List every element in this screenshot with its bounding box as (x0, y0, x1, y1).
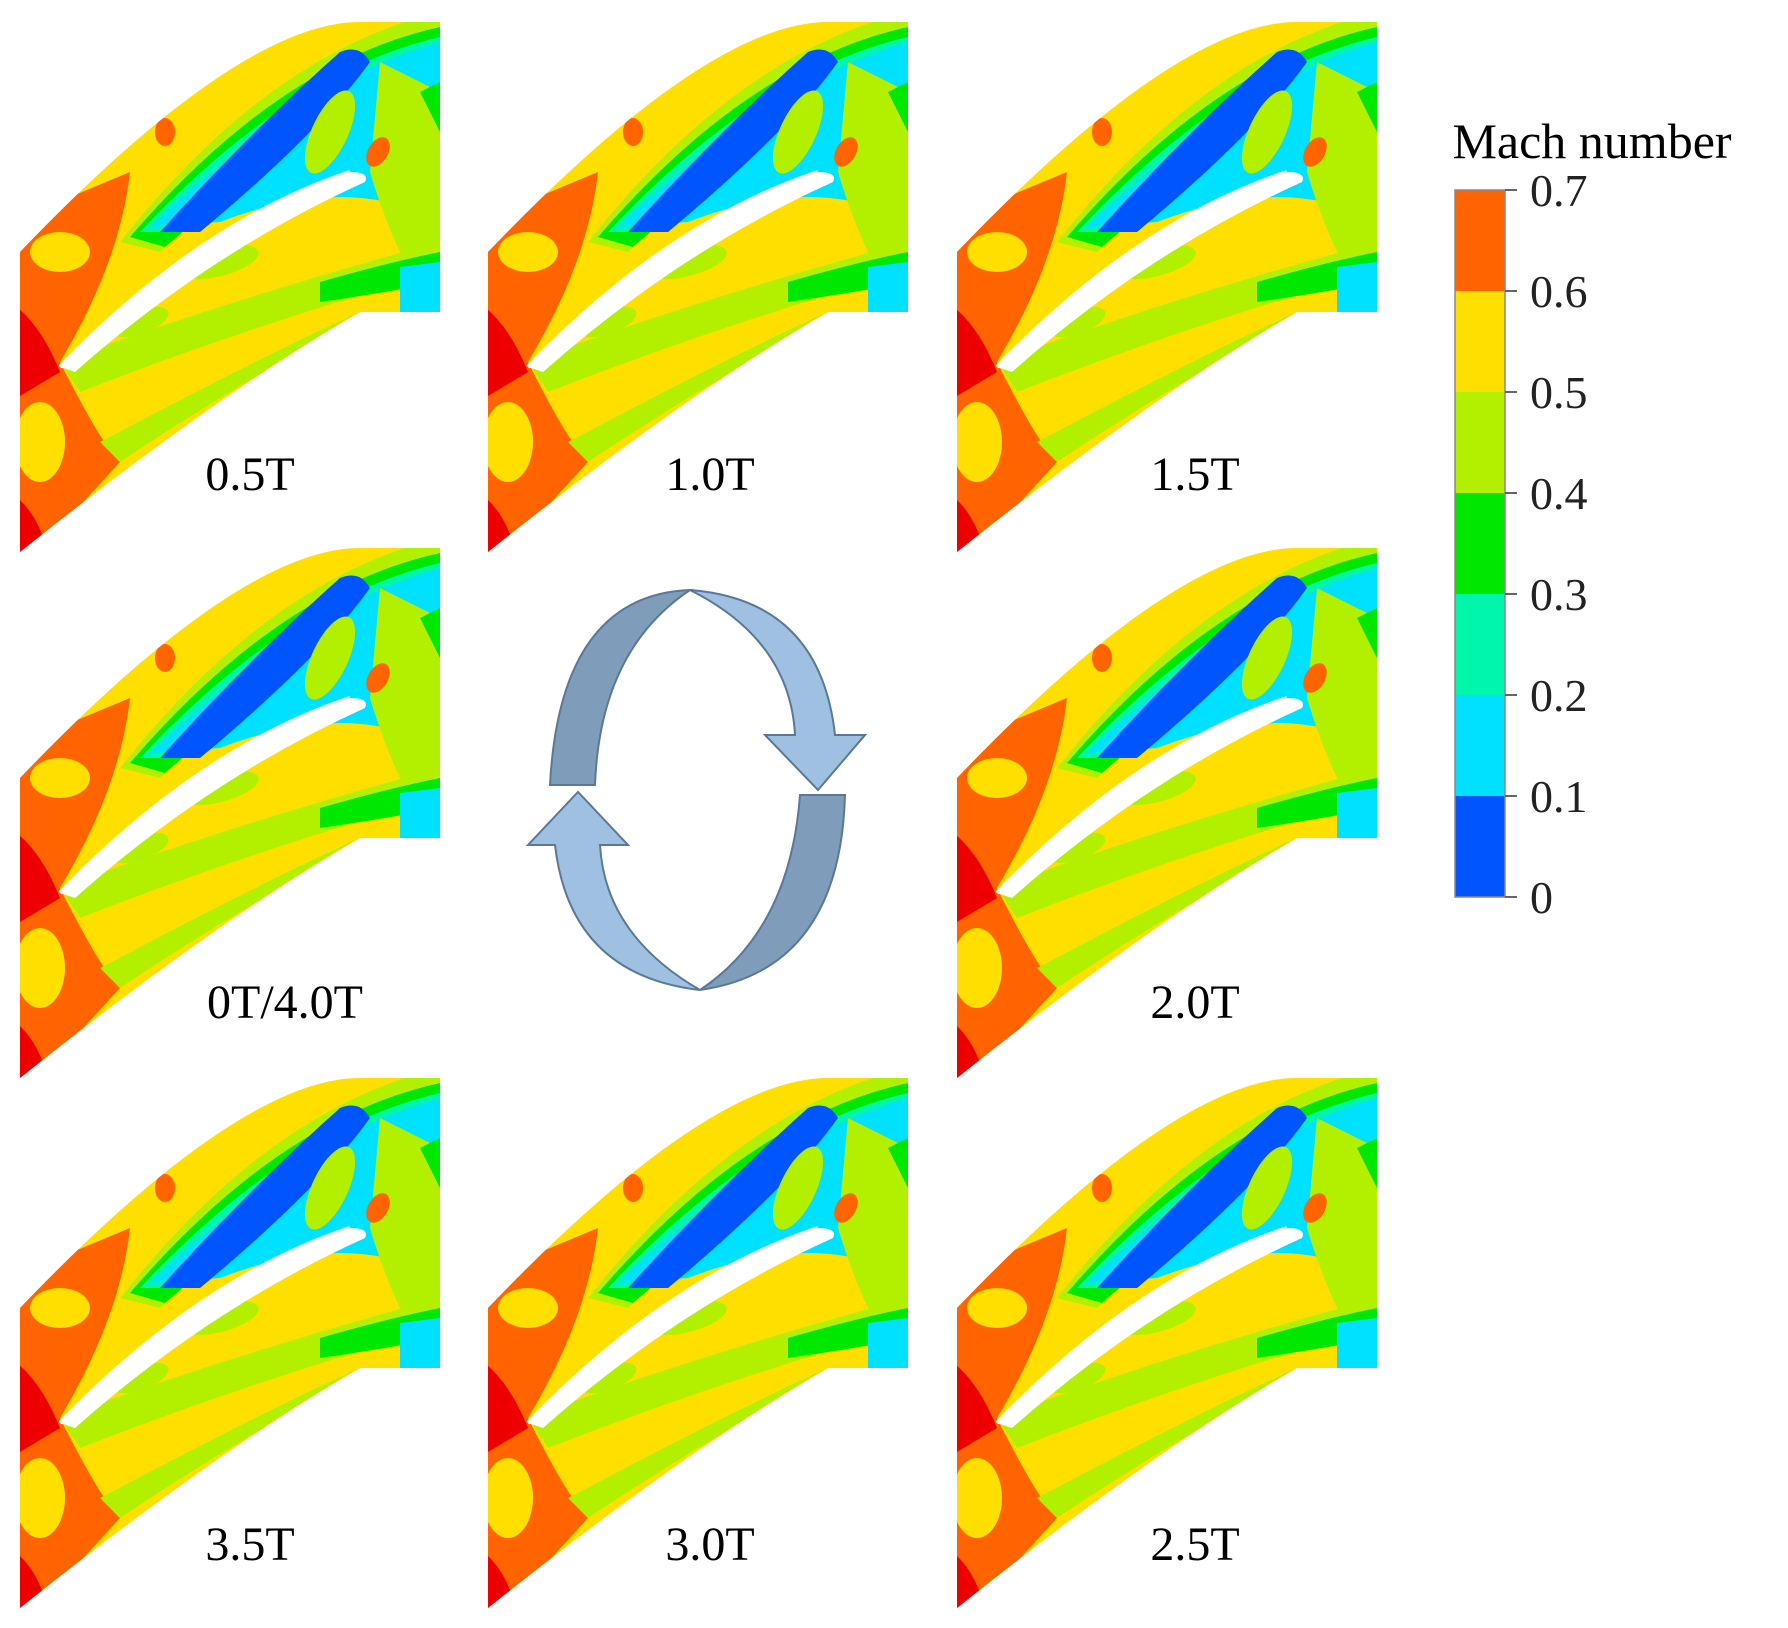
panel-label: 2.5T (1150, 1518, 1239, 1571)
legend-ticks: 0.7 0.6 0.5 0.4 0.3 0.2 0.1 0 (1505, 165, 1588, 923)
legend-band (1455, 796, 1505, 897)
legend-tick-label: 0 (1530, 872, 1553, 923)
panel-label: 0T/4.0T (207, 976, 363, 1029)
legend-band (1455, 392, 1505, 493)
legend-band (1455, 695, 1505, 796)
panel-label: 1.0T (665, 448, 754, 501)
legend-title: Mach number (1452, 113, 1731, 169)
legend-band (1455, 190, 1505, 291)
cycle-arrows-icon (525, 588, 868, 991)
legend-tick-label: 0.6 (1530, 266, 1588, 317)
panel-label: 0.5T (205, 448, 294, 501)
legend-band (1455, 594, 1505, 695)
panel-label: 3.5T (205, 1518, 294, 1571)
legend-frame (1454, 189, 1506, 898)
legend-tick-label: 0.7 (1530, 165, 1588, 216)
panel-label: 3.0T (665, 1518, 754, 1571)
legend-tick-label: 0.4 (1530, 468, 1588, 519)
legend-tick-label: 0.1 (1530, 771, 1588, 822)
panel-label: 1.5T (1150, 448, 1239, 501)
colorbar-legend: Mach number 0.7 0.6 0.5 0.4 0.3 0.2 0.1 0 (1452, 113, 1731, 923)
legend-bands (1454, 189, 1506, 898)
panel-label: 2.0T (1150, 976, 1239, 1029)
legend-tick-label: 0.5 (1530, 367, 1588, 418)
legend-tick-label: 0.2 (1530, 670, 1588, 721)
legend-tick-label: 0.3 (1530, 569, 1588, 620)
legend-band (1455, 493, 1505, 594)
legend-band (1455, 291, 1505, 392)
